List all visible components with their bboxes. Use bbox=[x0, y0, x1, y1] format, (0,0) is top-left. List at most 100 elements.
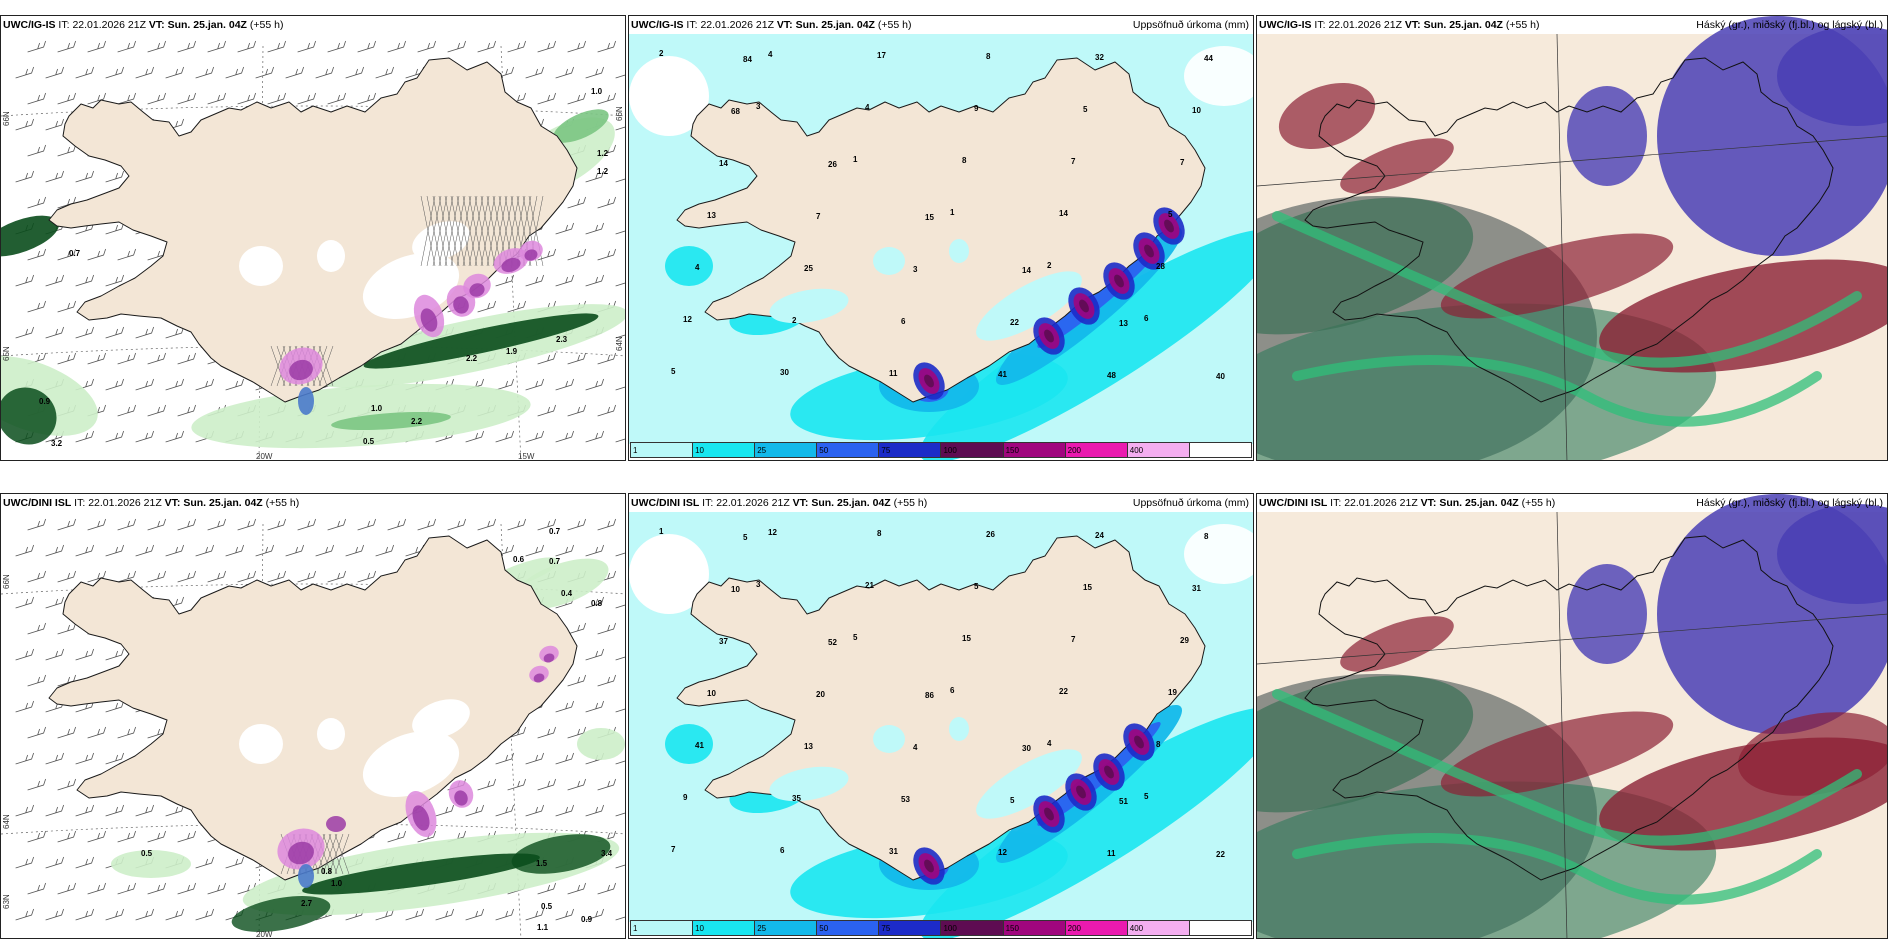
precip-value-label: 25 bbox=[804, 264, 813, 273]
wind-value-label: 0.5 bbox=[363, 437, 375, 446]
legend-swatch: 25 bbox=[755, 921, 818, 935]
wind-value-label: 2.3 bbox=[556, 335, 568, 344]
panel-cloud-ig-is[interactable]: UWC/IG-IS IT: 22.01.2026 21Z VT: Sun. 25… bbox=[1256, 15, 1888, 461]
wind-value-label: 0.8 bbox=[591, 599, 603, 608]
precip-value-label: 68 bbox=[731, 107, 740, 116]
precip-value-label: 31 bbox=[1192, 584, 1201, 593]
legend-swatch: 25 bbox=[755, 443, 818, 457]
precip-value-label: 12 bbox=[998, 848, 1007, 857]
precip-value-label: 17 bbox=[877, 51, 886, 60]
wind-value-label: 1.1 bbox=[537, 923, 549, 932]
wind-value-label: 1.0 bbox=[371, 404, 383, 413]
panel-wind-ig-is[interactable]: UWC/IG-IS IT: 22.01.2026 21Z VT: Sun. 25… bbox=[0, 15, 626, 461]
panel-wind-dini[interactable]: UWC/DINI ISL IT: 22.01.2026 21Z VT: Sun.… bbox=[0, 493, 626, 939]
wind-value-label: 3.2 bbox=[51, 439, 63, 448]
precip-value-label: 5 bbox=[1083, 105, 1088, 114]
precip-value-label: 5 bbox=[1168, 210, 1173, 219]
panel-title: UWC/DINI ISL IT: 22.01.2026 21Z VT: Sun.… bbox=[631, 497, 928, 509]
precip-value-label: 51 bbox=[1119, 797, 1128, 806]
panel-cloud-dini[interactable]: UWC/DINI ISL IT: 22.01.2026 21Z VT: Sun.… bbox=[1256, 493, 1888, 939]
precip-title: Uppsöfnuð úrkoma (mm) bbox=[1132, 19, 1249, 31]
panel-precip-dini[interactable]: UWC/DINI ISL IT: 22.01.2026 21Z VT: Sun.… bbox=[628, 493, 1254, 939]
lat-label-63n: 63N bbox=[2, 894, 11, 909]
wind-value-label: 1.2 bbox=[597, 167, 609, 176]
precip-value-label: 4 bbox=[913, 743, 918, 752]
legend-swatch bbox=[1189, 443, 1251, 457]
legend-label: 25 bbox=[757, 446, 767, 455]
precip-map: 1356457122115228968571941353126152910135… bbox=[629, 512, 1253, 938]
legend-swatch: 150 bbox=[1003, 443, 1066, 457]
precip-value-label: 14 bbox=[1059, 209, 1068, 218]
precip-value-label: 6 bbox=[901, 317, 906, 326]
legend-swatch: 10 bbox=[693, 921, 756, 935]
legend-label: 400 bbox=[1129, 924, 1144, 933]
panel-title: UWC/IG-IS IT: 22.01.2026 21Z VT: Sun. 25… bbox=[631, 19, 912, 31]
precip-value-label: 26 bbox=[828, 160, 837, 169]
precip-value-label: 52 bbox=[828, 638, 837, 647]
lat-label-64n: 64N bbox=[2, 814, 11, 829]
precip-value-label: 1 bbox=[950, 208, 955, 217]
precip-value-label: 11 bbox=[1107, 849, 1116, 858]
panel-title: UWC/DINI ISL IT: 22.01.2026 21Z VT: Sun.… bbox=[1259, 497, 1556, 509]
precip-map: 2311265448142812301797542118571325641321… bbox=[629, 34, 1253, 460]
precip-value-label: 10 bbox=[1192, 106, 1201, 115]
precip-value-label: 22 bbox=[1059, 687, 1068, 696]
wind-value-label: 0.8 bbox=[321, 867, 333, 876]
legend-swatch: 100 bbox=[941, 921, 1004, 935]
precip-value-label: 4 bbox=[768, 50, 773, 59]
precip-legend: 1 10 25 50 75 100 150 200 400 bbox=[630, 442, 1252, 458]
precip-title: Uppsöfnuð úrkoma (mm) bbox=[1132, 497, 1249, 509]
precip-value-label: 7 bbox=[1071, 635, 1076, 644]
precip-value-label: 41 bbox=[695, 741, 704, 750]
precip-value-label: 40 bbox=[1216, 372, 1225, 381]
precip-value-label: 6 bbox=[780, 846, 785, 855]
legend-label: 150 bbox=[1005, 446, 1019, 455]
legend-label: 50 bbox=[819, 924, 829, 933]
precip-value-label: 41 bbox=[998, 370, 1007, 379]
panel-title: UWC/DINI ISL IT: 22.01.2026 21Z VT: Sun.… bbox=[3, 497, 300, 509]
wind-value-label: 1.9 bbox=[506, 347, 518, 356]
lat-label-64n-right: 64N bbox=[615, 336, 624, 351]
legend-swatch: 1 bbox=[631, 443, 694, 457]
precip-value-label: 6 bbox=[1144, 314, 1149, 323]
precip-value-label: 32 bbox=[1095, 53, 1104, 62]
precip-value-label: 37 bbox=[719, 637, 728, 646]
precip-value-label: 31 bbox=[889, 847, 898, 856]
precip-value-label: 2 bbox=[1047, 261, 1052, 270]
precip-value-label: 5 bbox=[1010, 796, 1015, 805]
wind-map: 0.7 0.6 0.7 0.4 0.8 0.5 0.8 1.0 2.7 1.5 3.4 0.5 0.9 1… bbox=[1, 518, 625, 938]
precip-value-label: 15 bbox=[962, 634, 971, 643]
lon-label-15w: 15W bbox=[518, 452, 535, 461]
legend-swatch: 200 bbox=[1065, 921, 1128, 935]
precip-value-label: 35 bbox=[792, 794, 801, 803]
precip-value-label: 13 bbox=[707, 211, 716, 220]
wind-value-label: 0.7 bbox=[549, 557, 561, 566]
precip-legend: 1 10 25 50 75 100 150 200 400 bbox=[630, 920, 1252, 936]
panel-precip-ig-is[interactable]: UWC/IG-IS IT: 22.01.2026 21Z VT: Sun. 25… bbox=[628, 15, 1254, 461]
wind-value-label: 0.7 bbox=[69, 249, 81, 258]
legend-label: 75 bbox=[881, 446, 891, 455]
precip-value-label: 6 bbox=[950, 686, 955, 695]
lon-label-20w: 20W bbox=[256, 452, 273, 461]
legend-swatch: 100 bbox=[941, 443, 1004, 457]
precip-value-label: 44 bbox=[1204, 54, 1213, 63]
precip-value-label: 8 bbox=[962, 156, 967, 165]
precip-value-label: 2 bbox=[792, 316, 797, 325]
precip-value-label: 19 bbox=[1168, 688, 1177, 697]
lat-label-66n: 66N bbox=[2, 111, 11, 126]
precip-value-label: 13 bbox=[804, 742, 813, 751]
cloud-title: Háský (gr.), miðský (fj.bl.) og lágský (… bbox=[1696, 497, 1883, 509]
cloud-map bbox=[1257, 16, 1887, 460]
precip-value-label: 12 bbox=[768, 528, 777, 537]
precip-value-label: 22 bbox=[1010, 318, 1019, 327]
precip-value-label: 15 bbox=[1083, 583, 1092, 592]
legend-swatch bbox=[1189, 921, 1251, 935]
precip-value-label: 8 bbox=[1156, 740, 1161, 749]
precip-value-label: 5 bbox=[853, 633, 858, 642]
legend-swatch: 200 bbox=[1065, 443, 1128, 457]
wind-value-label: 3.4 bbox=[601, 849, 613, 858]
wind-value-label: 1.0 bbox=[591, 87, 603, 96]
precip-value-label: 4 bbox=[865, 103, 870, 112]
precip-value-label: 12 bbox=[683, 315, 692, 324]
precip-value-label: 30 bbox=[780, 368, 789, 377]
